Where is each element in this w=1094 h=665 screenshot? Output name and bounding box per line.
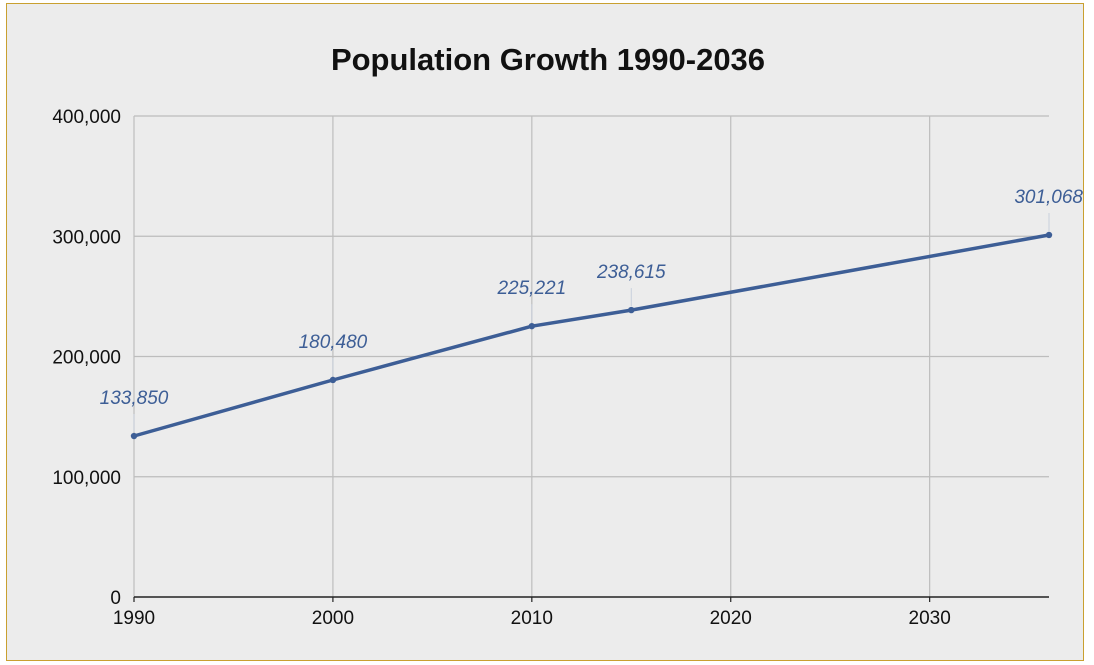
chart-frame — [6, 3, 1084, 661]
y-tick-label: 300,000 — [52, 227, 121, 248]
data-label: 225,221 — [496, 278, 566, 299]
data-label: 180,480 — [299, 332, 368, 353]
data-point — [130, 432, 138, 440]
data-point — [1045, 231, 1053, 239]
x-tick-label: 2020 — [710, 608, 752, 629]
y-tick-label: 0 — [110, 588, 121, 609]
series — [130, 231, 1053, 440]
data-label: 133,850 — [100, 388, 169, 409]
data-point — [528, 322, 536, 330]
series-line — [132, 233, 1051, 438]
data-labels: 133,850 180,480 225,221 238,615 301,068 — [100, 187, 1083, 433]
x-tick-label: 2000 — [312, 608, 354, 629]
data-point — [628, 306, 635, 314]
y-tick-label: 400,000 — [52, 107, 121, 128]
tick-labels: 0 100,000 200,000 300,000 400,000 1990 2000 201… — [52, 107, 950, 629]
y-tick-label: 200,000 — [52, 348, 121, 369]
x-tick-label: 2010 — [511, 608, 553, 629]
data-point — [329, 376, 337, 384]
x-tick-label: 1990 — [113, 608, 155, 629]
data-label: 301,068 — [1014, 187, 1083, 208]
chart-title: Population Growth 1990-2036 — [331, 42, 765, 77]
x-tick-label: 2030 — [909, 608, 951, 629]
data-label: 238,615 — [596, 262, 666, 283]
grid — [133, 115, 1049, 597]
y-tick-label: 100,000 — [52, 468, 121, 489]
axes — [133, 596, 1049, 602]
